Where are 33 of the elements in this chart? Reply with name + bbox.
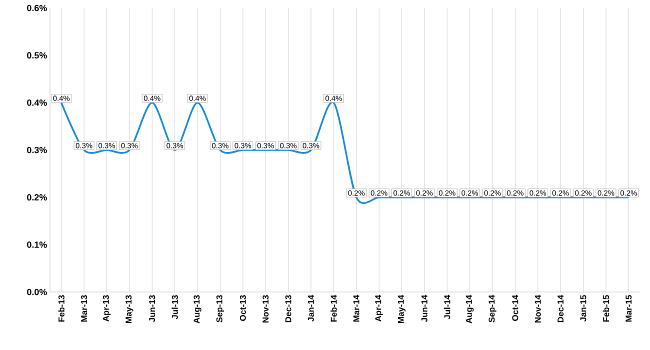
x-tick-label: May-13 [126, 295, 134, 324]
x-tick-label: Mar-15 [626, 295, 632, 322]
x-tick-label: Feb-15 [602, 295, 610, 322]
x-tick-label: Oct-13 [240, 295, 246, 321]
x-tick-label: Sep-14 [488, 294, 496, 322]
x-tick-label: Nov-13 [262, 295, 269, 323]
x-tick-label: Jul-14 [444, 294, 450, 320]
y-tick-label: 0.0% [27, 288, 47, 296]
x-tick-label: Sep-13 [216, 295, 224, 322]
x-tick-label: May-14 [398, 294, 406, 324]
x-tick-label: Jun-13 [149, 295, 156, 322]
x-tick-label: Dec-13 [285, 295, 292, 322]
x-tick-label: Feb-14 [330, 294, 337, 322]
x-tick-label: Mar-14 [353, 294, 360, 322]
x-tick-label: Jul-13 [172, 295, 178, 320]
y-tick-label: 0.2% [27, 194, 47, 201]
y-tick-label: 0.4% [27, 99, 47, 106]
x-tick-label: Apr-13 [102, 295, 111, 322]
x-tick-label: Oct-14 [512, 294, 518, 321]
x-tick-label: Jan-14 [308, 294, 314, 322]
x-tick-label: Feb-13 [58, 295, 64, 322]
x-tick-label: Jun-14 [421, 294, 428, 322]
y-tick-label: 0.6% [27, 4, 47, 12]
x-tick-label: Aug-13 [194, 295, 202, 324]
x-tick-label: Nov-14 [534, 294, 541, 323]
x-tick-label: Apr-14 [375, 294, 383, 322]
y-tick-label: 0.5% [27, 52, 47, 59]
x-tick-label: Aug-14 [466, 294, 474, 324]
x-tick-label: Dec-14 [558, 294, 564, 322]
y-tick-label: 0.1% [27, 241, 47, 248]
x-tick-label: Jan-15 [580, 295, 586, 322]
y-tick-label: 0.3% [27, 146, 47, 154]
x-tick-label: Mar-13 [81, 295, 88, 322]
